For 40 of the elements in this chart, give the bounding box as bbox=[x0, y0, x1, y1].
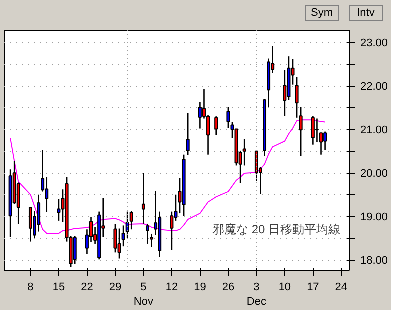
x-tick-label: 5 Nov bbox=[134, 282, 154, 308]
y-tick-label: 19.00 bbox=[360, 212, 388, 224]
candlestick bbox=[295, 76, 299, 119]
y-tick-label: 22.00 bbox=[360, 81, 388, 94]
candlestick bbox=[114, 224, 118, 254]
x-tick-label: 26 bbox=[222, 282, 235, 294]
x-tick-label: 24 bbox=[335, 282, 348, 294]
candlestick bbox=[311, 116, 315, 146]
candlestick bbox=[299, 106, 303, 157]
x-tick-label: 22 bbox=[81, 282, 94, 294]
candlestick bbox=[170, 211, 174, 252]
candlestick bbox=[130, 210, 134, 230]
text: Intv bbox=[357, 6, 375, 21]
x-tick-label: 12 bbox=[166, 282, 178, 294]
x-tick-label: 19 bbox=[194, 282, 206, 294]
annotation: 邪魔な 20 日移動平均線 bbox=[212, 222, 340, 236]
candlestick bbox=[57, 198, 61, 222]
y-tick-label: 20.00 bbox=[360, 168, 388, 180]
x-tick-label: 8 bbox=[28, 282, 34, 294]
candlestick bbox=[186, 112, 190, 156]
x-tick-label: 29 bbox=[109, 282, 122, 294]
x-tick-label: 15 bbox=[52, 282, 66, 294]
text: Sym bbox=[311, 6, 333, 21]
candlestick bbox=[242, 138, 246, 166]
candlestick bbox=[226, 106, 230, 129]
y-tick-label: 23.00 bbox=[360, 38, 388, 50]
candlestick bbox=[28, 206, 32, 242]
candlestick bbox=[73, 236, 77, 265]
x-tick-label: 10 bbox=[278, 282, 292, 294]
y-tick-label: 18.00 bbox=[360, 255, 388, 268]
x-tick-label: 3 Dec bbox=[246, 282, 267, 308]
candlestick bbox=[283, 69, 287, 117]
candlestick bbox=[315, 118, 319, 143]
y-tick-label: 21.00 bbox=[360, 124, 388, 137]
candlestick bbox=[214, 116, 218, 136]
candlestick bbox=[146, 223, 150, 245]
candlestick bbox=[142, 172, 146, 225]
candlestick bbox=[324, 131, 328, 151]
x-tick-label: 17 bbox=[307, 282, 320, 294]
candlestick bbox=[118, 228, 122, 260]
